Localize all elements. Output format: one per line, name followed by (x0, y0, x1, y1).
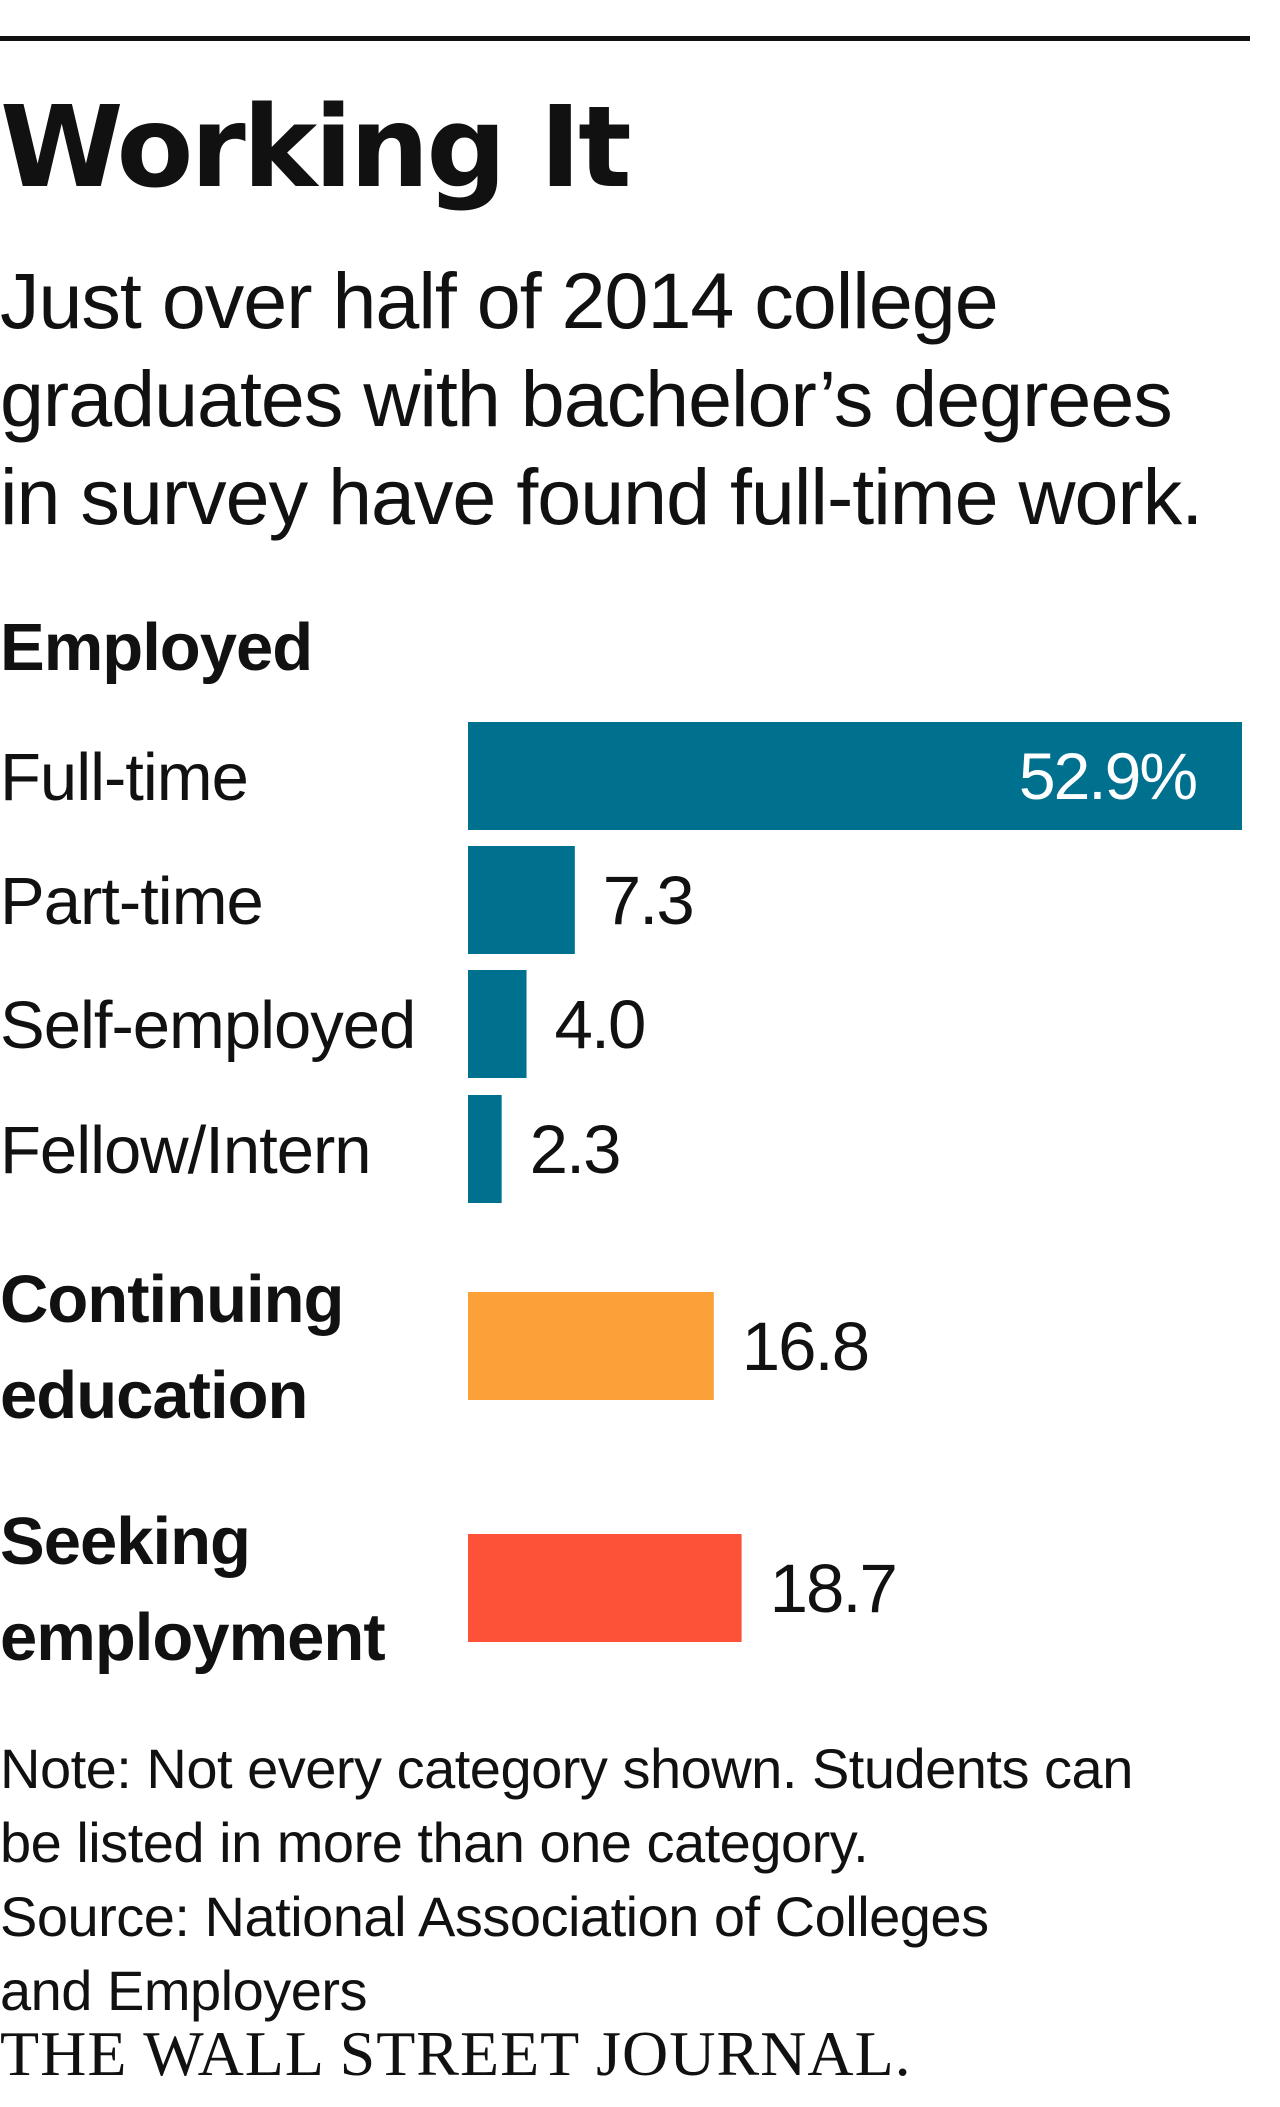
subtitle-line: Just over half of 2014 college (0, 256, 999, 345)
footnotes: Note: Not every category shown. Students… (0, 1732, 1260, 2028)
category-label: Fellow/Intern (0, 1113, 371, 1188)
category-label: Part-time (0, 864, 263, 939)
value-label: 2.3 (530, 1111, 620, 1188)
bars-layer: Employed Full-time 52.9% Part-time 7.3 Self-e… (0, 610, 1242, 1675)
subtitle-line: graduates with bachelor’s degrees (0, 354, 1173, 443)
category-label: Continuing education (0, 1262, 343, 1433)
note-line: be listed in more than one category. (0, 1811, 869, 1874)
source-line: and Employers (0, 1959, 368, 2022)
value-label: 18.7 (770, 1550, 896, 1627)
bar (468, 1534, 742, 1642)
bar (468, 846, 575, 954)
bar (468, 1095, 502, 1203)
subtitle-line: in survey have found full-time work. (0, 452, 1203, 541)
value-label: 16.8 (742, 1308, 868, 1385)
publisher-logo: THE WALL STREET JOURNAL. (0, 2018, 912, 2089)
bar (468, 1292, 714, 1400)
bar (468, 970, 527, 1078)
source-line: Source: National Association of Colleges (0, 1885, 989, 1948)
value-label: 4.0 (555, 986, 645, 1063)
category-label: Seeking employment (0, 1504, 385, 1675)
bar (468, 722, 1242, 830)
note-line: Note: Not every category shown. Students… (0, 1737, 1133, 1800)
category-label: Full-time (0, 740, 248, 815)
chart-subtitle: Just over half of 2014 college graduates… (0, 252, 1275, 546)
value-label: 52.9% (1019, 739, 1196, 813)
top-rule (0, 36, 1250, 41)
chart-title: Working It (0, 83, 632, 213)
category-label: Self-employed (0, 988, 415, 1063)
value-label: 7.3 (603, 862, 693, 939)
group-heading: Employed (0, 610, 312, 685)
